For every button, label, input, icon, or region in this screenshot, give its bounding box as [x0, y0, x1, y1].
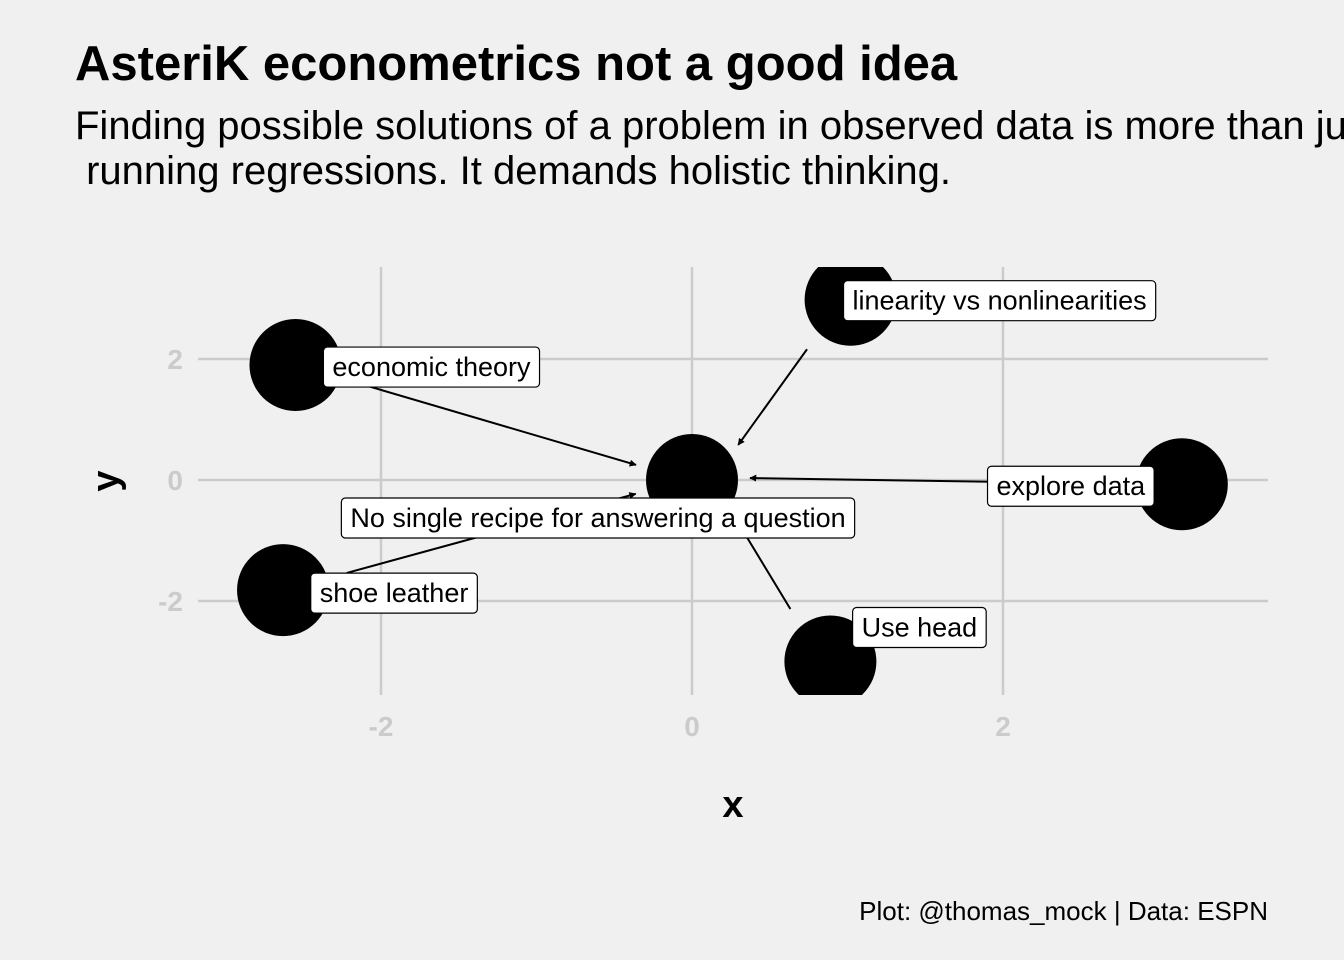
- annotation-label: linearity vs nonlinearities: [842, 280, 1157, 322]
- chart-title: AsteriK econometrics not a good idea: [75, 37, 958, 91]
- annotation-label: Use head: [851, 606, 987, 649]
- annotation-label-text: Use head: [862, 613, 978, 643]
- tick-labels: -2 0 2 -2 0 2: [158, 344, 1011, 742]
- center-label-text: No single recipe for answering a questio…: [350, 503, 845, 533]
- data-point: [249, 319, 342, 412]
- x-tick-label: -2: [369, 711, 394, 742]
- annotation-label-text: economic theory: [332, 352, 531, 382]
- x-tick-label: 2: [995, 711, 1011, 742]
- arrow: [358, 382, 637, 467]
- annotation-label-text: linearity vs nonlinearities: [853, 286, 1147, 316]
- x-axis-title: x: [722, 784, 743, 826]
- y-tick-label: -2: [158, 586, 183, 617]
- arrow: [737, 348, 808, 446]
- annotation-label-box: [986, 465, 1155, 507]
- annotation-label: economic theory: [322, 346, 541, 388]
- y-axis-title: y: [85, 470, 127, 491]
- chart-subtitle: Finding possible solutions of a problem …: [75, 104, 1344, 193]
- chart-caption: Plot: @thomas_mock | Data: ESPN: [859, 896, 1268, 926]
- annotation-label-box: [322, 346, 541, 388]
- annotation-label-box: [842, 280, 1157, 322]
- y-tick-label: 2: [167, 344, 183, 375]
- center-label: No single recipe for answering a questio…: [340, 497, 856, 539]
- annotation-label-box: [851, 606, 987, 649]
- annotation-label-text: explore data: [997, 471, 1147, 501]
- annotation-label-box: [310, 572, 478, 614]
- annotation-label-text: shoe leather: [320, 578, 469, 608]
- annotation-label: explore data: [986, 465, 1155, 507]
- annotation-labels: economic theory linearity vs nonlineariti…: [310, 280, 1157, 649]
- points: [237, 267, 1228, 695]
- x-tick-label: 0: [684, 711, 700, 742]
- data-point: [237, 544, 330, 637]
- y-tick-label: 0: [167, 465, 183, 496]
- data-point: [1135, 438, 1228, 531]
- annotation-label: shoe leather: [310, 572, 478, 614]
- center-label-box: [340, 497, 856, 539]
